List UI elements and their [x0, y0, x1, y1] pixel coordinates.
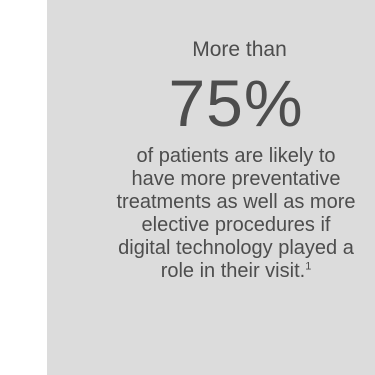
stat-description-line-3: treatments as well as more [116, 191, 356, 213]
stat-description-line-4: elective procedures if [141, 214, 331, 236]
footnote-marker: 1 [305, 260, 312, 273]
stat-card: More than 75% of patients are likely to … [47, 0, 375, 375]
stat-intro: More than [192, 38, 287, 61]
stat-description-line-1: of patients are likely to [136, 145, 336, 167]
stat-description-line-6-text: role in their visit. [160, 260, 306, 282]
stat-description-line-5: digital technology played a [118, 237, 354, 259]
stat-description-line-6: role in their visit.1 [53, 260, 375, 283]
stat-content: More than 75% of patients are likely to … [47, 0, 375, 283]
stat-value: 75% [168, 66, 304, 140]
stat-description-line-2: have more preventative [131, 168, 341, 190]
stat-description: of patients are likely to have more prev… [47, 145, 375, 283]
